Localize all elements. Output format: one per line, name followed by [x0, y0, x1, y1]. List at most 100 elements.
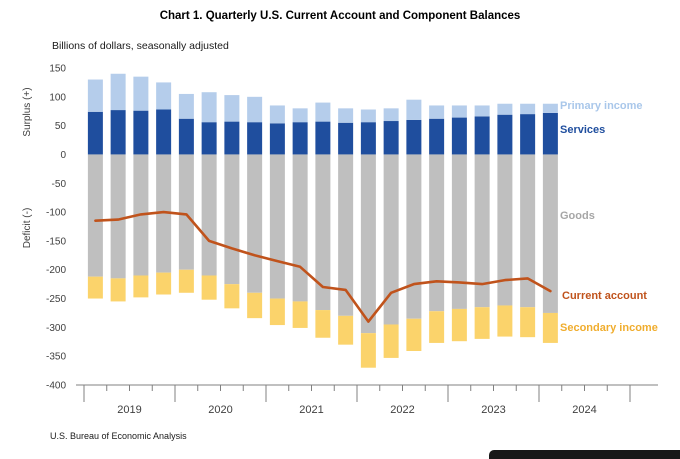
bar-segment-secondary-income [156, 272, 172, 295]
bar-segment-services [474, 116, 490, 155]
y-tick-label: -350 [46, 352, 66, 363]
bar-segment-secondary-income [269, 298, 285, 326]
bar-segment-primary-income [247, 96, 263, 123]
window-edge-bar [489, 450, 680, 459]
bar-segment-goods [338, 154, 354, 316]
y-tick-label: 100 [49, 92, 66, 103]
bar-segment-services [406, 119, 422, 155]
year-label: 2024 [572, 404, 596, 416]
y-tick-label: -100 [46, 208, 66, 219]
legend-label-current-account: Current account [562, 290, 647, 302]
y-tick-label: 50 [55, 121, 67, 132]
bar-segment-primary-income [201, 92, 217, 123]
bar-segment-primary-income [520, 103, 536, 115]
y-tick-label: -400 [46, 381, 66, 392]
bar-segment-secondary-income [178, 269, 194, 293]
bar-segment-goods [360, 154, 376, 334]
bar-segment-goods [269, 154, 285, 299]
chart-subtitle: Billions of dollars, seasonally adjusted [52, 40, 229, 52]
bar-segment-primary-income [156, 82, 172, 110]
bar-segment-services [497, 114, 513, 155]
bar-segment-secondary-income [406, 318, 422, 351]
y-tick-label: -50 [52, 179, 67, 190]
bar-segment-services [133, 110, 149, 155]
bar-segment-services [542, 112, 558, 155]
bar-segment-secondary-income [110, 278, 126, 302]
bar-segment-goods [247, 154, 263, 293]
bar-segment-secondary-income [338, 315, 354, 345]
bar-segment-primary-income [110, 73, 126, 111]
bar-segment-goods [110, 154, 126, 279]
bar-segment-services [338, 122, 354, 155]
year-label: 2022 [390, 404, 414, 416]
bar-segment-goods [224, 154, 240, 285]
bar-segment-services [451, 117, 467, 155]
y-tick-label: 0 [60, 150, 66, 161]
legend-label-services: Services [560, 124, 605, 136]
y-tick-label: -250 [46, 294, 66, 305]
bar-segment-goods [156, 154, 172, 273]
surplus-axis-label: Surplus (+) [22, 87, 33, 136]
bar-segment-secondary-income [497, 305, 513, 337]
bar-segment-secondary-income [451, 308, 467, 342]
bar-segment-goods [292, 154, 308, 302]
bar-segment-primary-income [383, 108, 399, 122]
bar-segment-services [269, 123, 285, 155]
year-label: 2020 [208, 404, 232, 416]
bar-segment-services [520, 114, 536, 155]
bar-segment-primary-income [178, 93, 194, 119]
bar-segment-primary-income [315, 102, 331, 122]
bar-segment-services [110, 110, 126, 155]
bar-segment-goods [201, 154, 217, 276]
bar-segment-goods [178, 154, 194, 270]
bar-segment-primary-income [429, 105, 445, 119]
bar-segment-secondary-income [87, 276, 103, 299]
bar-segment-services [247, 122, 263, 155]
bar-segment-services [178, 118, 194, 155]
bar-segment-services [156, 109, 172, 155]
bar-segment-secondary-income [292, 301, 308, 328]
chart-title: Chart 1. Quarterly U.S. Current Account … [159, 10, 521, 22]
bar-segment-goods [497, 154, 513, 306]
bar-segment-goods [87, 154, 103, 277]
bar-segment-goods [474, 154, 490, 308]
bar-segment-goods [406, 154, 422, 319]
bar-segment-primary-income [133, 76, 149, 111]
bar-segment-secondary-income [360, 333, 376, 368]
current-account-line [94, 210, 552, 323]
bar-segment-secondary-income [383, 324, 399, 358]
bar-segment-primary-income [338, 108, 354, 123]
bar-segment-secondary-income [315, 310, 331, 338]
bar-segment-services [383, 121, 399, 155]
bar-segment-goods [383, 154, 399, 325]
bar-segment-secondary-income [542, 312, 558, 343]
bar-segment-goods [429, 154, 445, 312]
legend-label-secondary-income: Secondary income [560, 322, 658, 334]
bar-segment-secondary-income [133, 275, 149, 298]
bar-segment-services [429, 118, 445, 155]
y-tick-label: -300 [46, 323, 66, 334]
bar-segment-services [224, 121, 240, 155]
bar-segment-goods [520, 154, 536, 308]
bar-segment-goods [451, 154, 467, 309]
y-tick-label: -150 [46, 236, 66, 247]
bar-segment-services [201, 122, 217, 155]
bar-segment-secondary-income [224, 284, 240, 309]
legend-label-primary-income: Primary income [560, 100, 643, 112]
bar-segment-primary-income [497, 103, 513, 115]
bar-segment-secondary-income [201, 275, 217, 300]
bar-segment-services [87, 111, 103, 155]
legend-label-goods: Goods [560, 210, 595, 222]
source-note: U.S. Bureau of Economic Analysis [50, 431, 187, 441]
bar-segment-goods [315, 154, 331, 311]
bar-segment-secondary-income [474, 307, 490, 339]
bar-segment-services [360, 122, 376, 155]
bar-segment-primary-income [406, 99, 422, 120]
y-tick-label: -200 [46, 265, 66, 276]
bar-segment-primary-income [451, 105, 467, 118]
bar-segment-secondary-income [247, 292, 263, 319]
bar-segment-primary-income [87, 79, 103, 112]
year-label: 2019 [117, 404, 141, 416]
year-label: 2021 [299, 404, 323, 416]
bar-segment-primary-income [360, 109, 376, 123]
